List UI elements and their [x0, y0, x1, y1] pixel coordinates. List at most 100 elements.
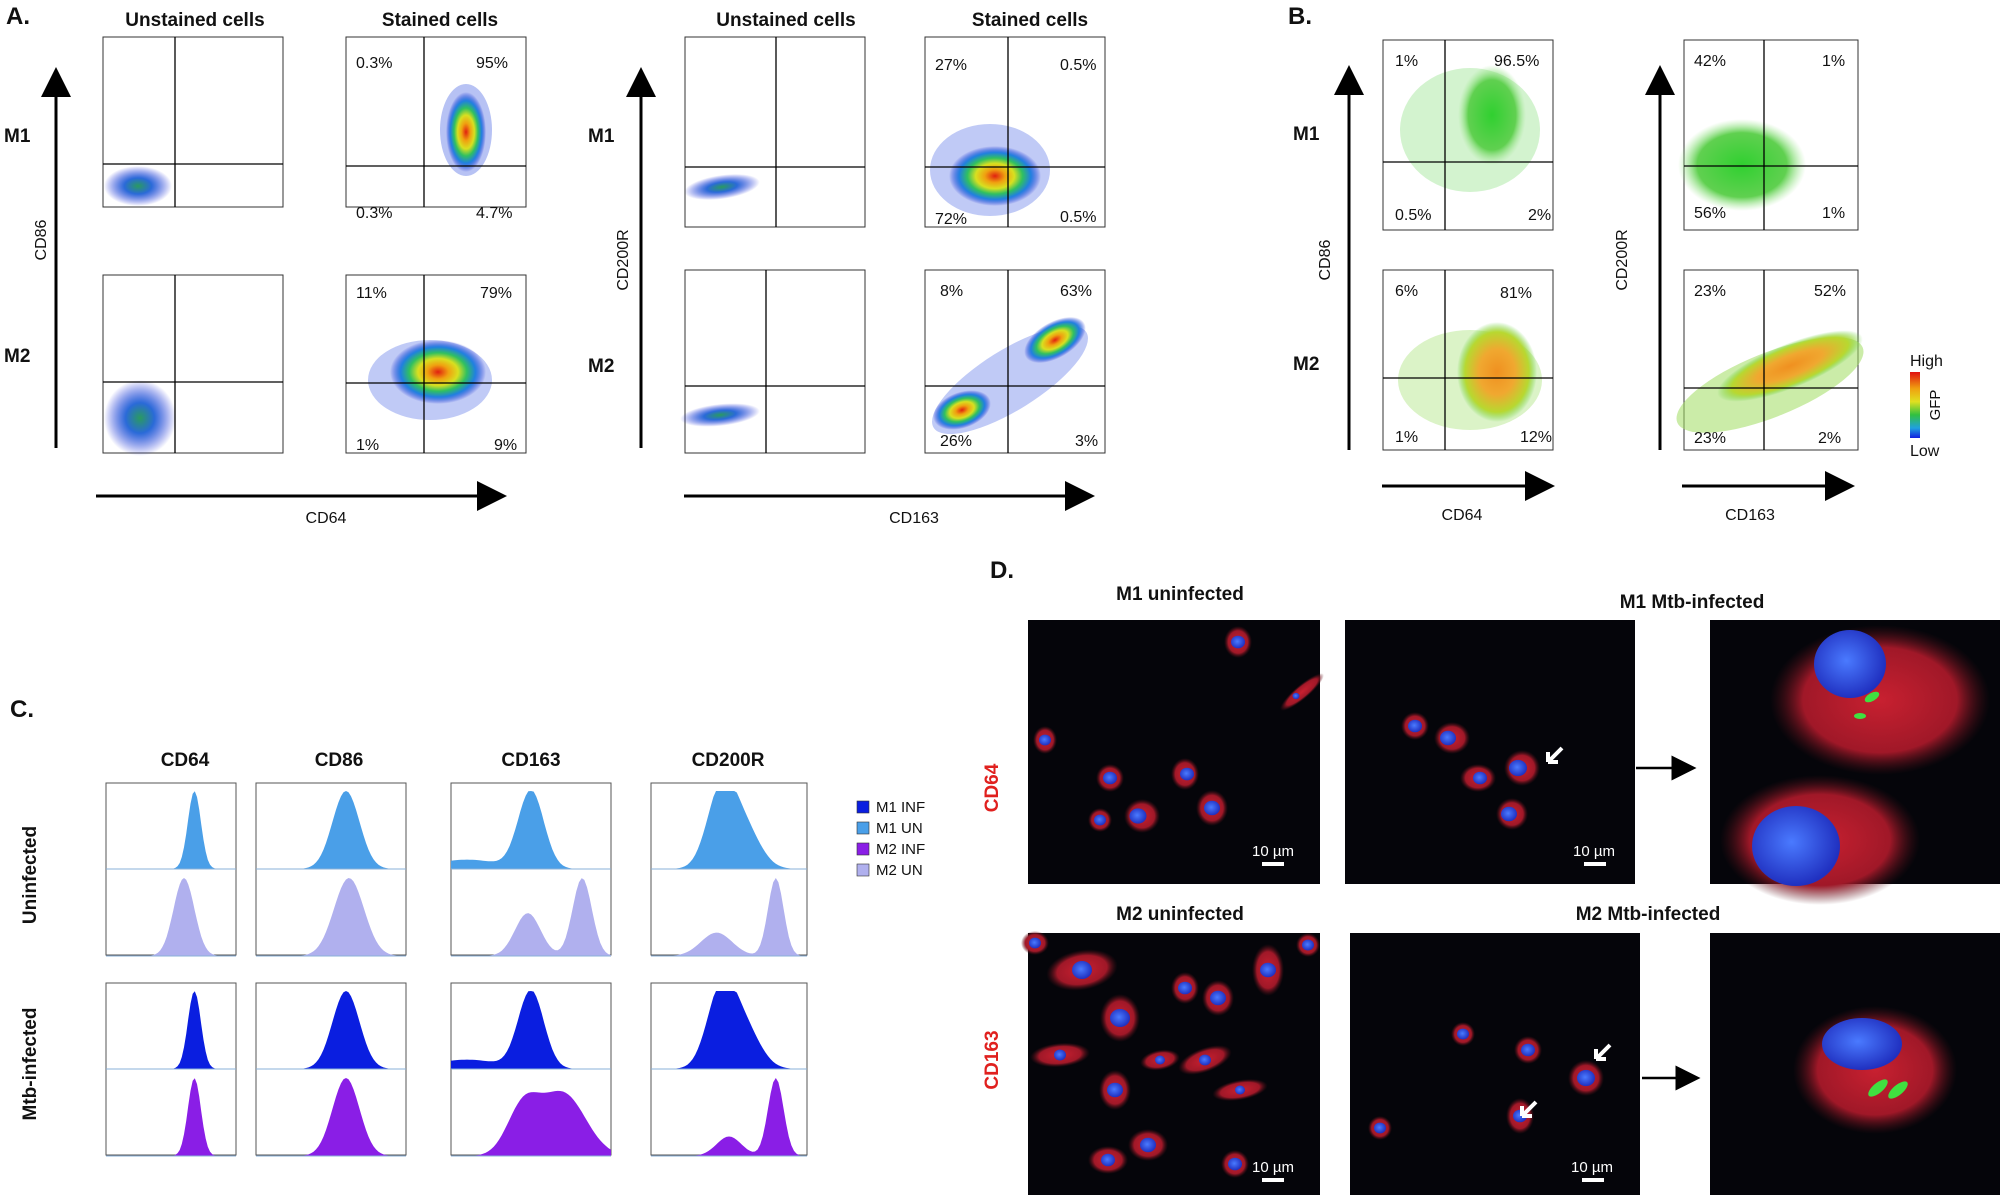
scale-bar-label: 10 µm — [1571, 1159, 1613, 1176]
panel-b-cd163-m1: 42% 1% 56% 1% — [1678, 39, 1859, 231]
panel-c-col-2: CD86 — [315, 750, 364, 771]
pct-ll: 1% — [1395, 429, 1418, 446]
panel-d-m1-infected: M1 Mtb-infected — [1620, 592, 1765, 613]
panel-a-letter: A. — [6, 3, 30, 30]
micrograph-m1-uninfected: 10 µm — [1028, 620, 1324, 884]
colorbar-low: Low — [1910, 443, 1940, 460]
nucleus — [1292, 692, 1300, 700]
nucleus — [1204, 800, 1220, 816]
pct-ll: 72% — [935, 211, 967, 228]
histogram-curve — [651, 791, 807, 869]
panel-b-right-ylabel: CD200R — [1614, 229, 1631, 290]
nucleus — [1457, 1028, 1469, 1040]
pct-ur: 0.5% — [1060, 57, 1096, 74]
histogram-curve — [256, 1078, 406, 1156]
panel-a-left-xlabel: CD64 — [306, 510, 347, 527]
panel-a-right-xlabel: CD163 — [889, 510, 939, 527]
gfp-colorbar: High GFP Low — [1910, 353, 1944, 460]
pct-lr: 2% — [1528, 207, 1551, 224]
panel-b-left-xlabel: CD64 — [1442, 507, 1483, 524]
pct-lr: 12% — [1520, 429, 1552, 446]
histogram-curve — [106, 878, 236, 956]
white-arrow-icon — [1594, 1043, 1612, 1061]
pct-lr: 3% — [1075, 433, 1098, 450]
pct-ll: 0.5% — [1395, 207, 1431, 224]
histogram-curve — [106, 791, 236, 869]
nucleus — [1509, 759, 1527, 777]
panel-b-cd64-m2: 6% 81% 1% 12% — [1382, 269, 1554, 451]
panel-a-cd163-stained-m2: 8% 63% 26% 3% — [924, 269, 1106, 454]
white-arrow-icon — [1546, 746, 1564, 764]
pct-ul: 8% — [940, 283, 963, 300]
pct-ur: 96.5% — [1494, 53, 1539, 70]
nucleus — [1228, 1157, 1242, 1171]
pct-lr: 4.7% — [476, 205, 512, 222]
histogram-curve — [256, 878, 406, 956]
panel-a-cd163-unstained-m1 — [684, 36, 866, 228]
panel-a-cd64-stained-m2: 11% 79% 1% 9% — [345, 274, 527, 454]
panel-b-row-m2: M2 — [1293, 354, 1319, 375]
pct-ul: 42% — [1694, 53, 1726, 70]
pct-ll: 1% — [356, 437, 379, 454]
nucleus — [1473, 771, 1487, 785]
micrograph-m1-zoom — [1710, 620, 2000, 905]
histogram-curve — [451, 878, 611, 956]
pct-ll: 0.3% — [356, 205, 392, 222]
panel-b-cd64-m1: 1% 96.5% 0.5% 2% — [1382, 39, 1554, 231]
legend-label: M1 UN — [876, 820, 923, 837]
colorbar-high: High — [1910, 353, 1943, 370]
legend-swatch — [856, 863, 870, 877]
pct-ur: 63% — [1060, 283, 1092, 300]
nucleus — [1101, 1153, 1115, 1167]
nucleus — [1054, 1049, 1066, 1061]
pct-lr: 1% — [1822, 205, 1845, 222]
pct-ur: 1% — [1822, 53, 1845, 70]
panel-a-right-ylabel: CD200R — [615, 229, 632, 290]
panel-a-col-stained-left: Stained cells — [382, 10, 498, 31]
nucleus — [1140, 1137, 1156, 1153]
scale-bar-label: 10 µm — [1252, 843, 1294, 860]
pct-ul: 27% — [935, 57, 967, 74]
scale-bar-label: 10 µm — [1573, 843, 1615, 860]
nucleus — [1231, 635, 1245, 649]
nucleus — [1374, 1122, 1386, 1134]
panel-d-marker-cd163: CD163 — [982, 1030, 1003, 1089]
nucleus — [1235, 1085, 1245, 1095]
colorbar-label: GFP — [1927, 390, 1944, 421]
legend-swatch — [856, 821, 870, 835]
nucleus — [1521, 1043, 1535, 1057]
panel-b-left-ylabel: CD86 — [1317, 239, 1334, 280]
panel-c-letter: C. — [10, 696, 34, 723]
panel-c-col-1: CD64 — [161, 750, 210, 771]
pct-lr: 2% — [1818, 430, 1841, 447]
panel-a-row-m2-right: M2 — [588, 356, 614, 377]
histogram-curve — [451, 991, 611, 1069]
panel-d-marker-cd64: CD64 — [982, 763, 1003, 812]
pct-ur: 79% — [480, 285, 512, 302]
panel-a-col-stained-right: Stained cells — [972, 10, 1088, 31]
panel-b-cd163-m2: 23% 52% 23% 2% — [1676, 269, 1864, 451]
cell — [1280, 673, 1324, 711]
micrograph-m2-uninfected: 10 µm — [1021, 931, 1320, 1195]
panel-a-row-m2-left: M2 — [4, 346, 30, 367]
pct-ur: 81% — [1500, 285, 1532, 302]
legend-swatch — [856, 800, 870, 814]
nucleus — [1501, 806, 1517, 822]
nucleus — [1029, 937, 1041, 949]
panel-a-left-ylabel: CD86 — [33, 219, 50, 260]
nucleus — [1180, 767, 1194, 781]
pct-ul: 1% — [1395, 53, 1418, 70]
histogram-curve — [651, 1078, 807, 1156]
nucleus — [1199, 1054, 1211, 1066]
panel-a-col-unstained-left: Unstained cells — [125, 10, 264, 31]
panel-c-row-uninfected: Uninfected — [20, 826, 41, 924]
nucleus — [1094, 814, 1106, 826]
scale-bar-label: 10 µm — [1252, 1159, 1294, 1176]
histogram-curve — [651, 878, 807, 956]
nucleus — [1210, 990, 1226, 1006]
panel-c-legend: M1 INF M1 UN M2 INF M2 UN — [856, 799, 925, 879]
panel-a-cd64-unstained-m1 — [102, 36, 284, 208]
histogram-curve — [451, 791, 611, 869]
pct-ll: 26% — [940, 433, 972, 450]
